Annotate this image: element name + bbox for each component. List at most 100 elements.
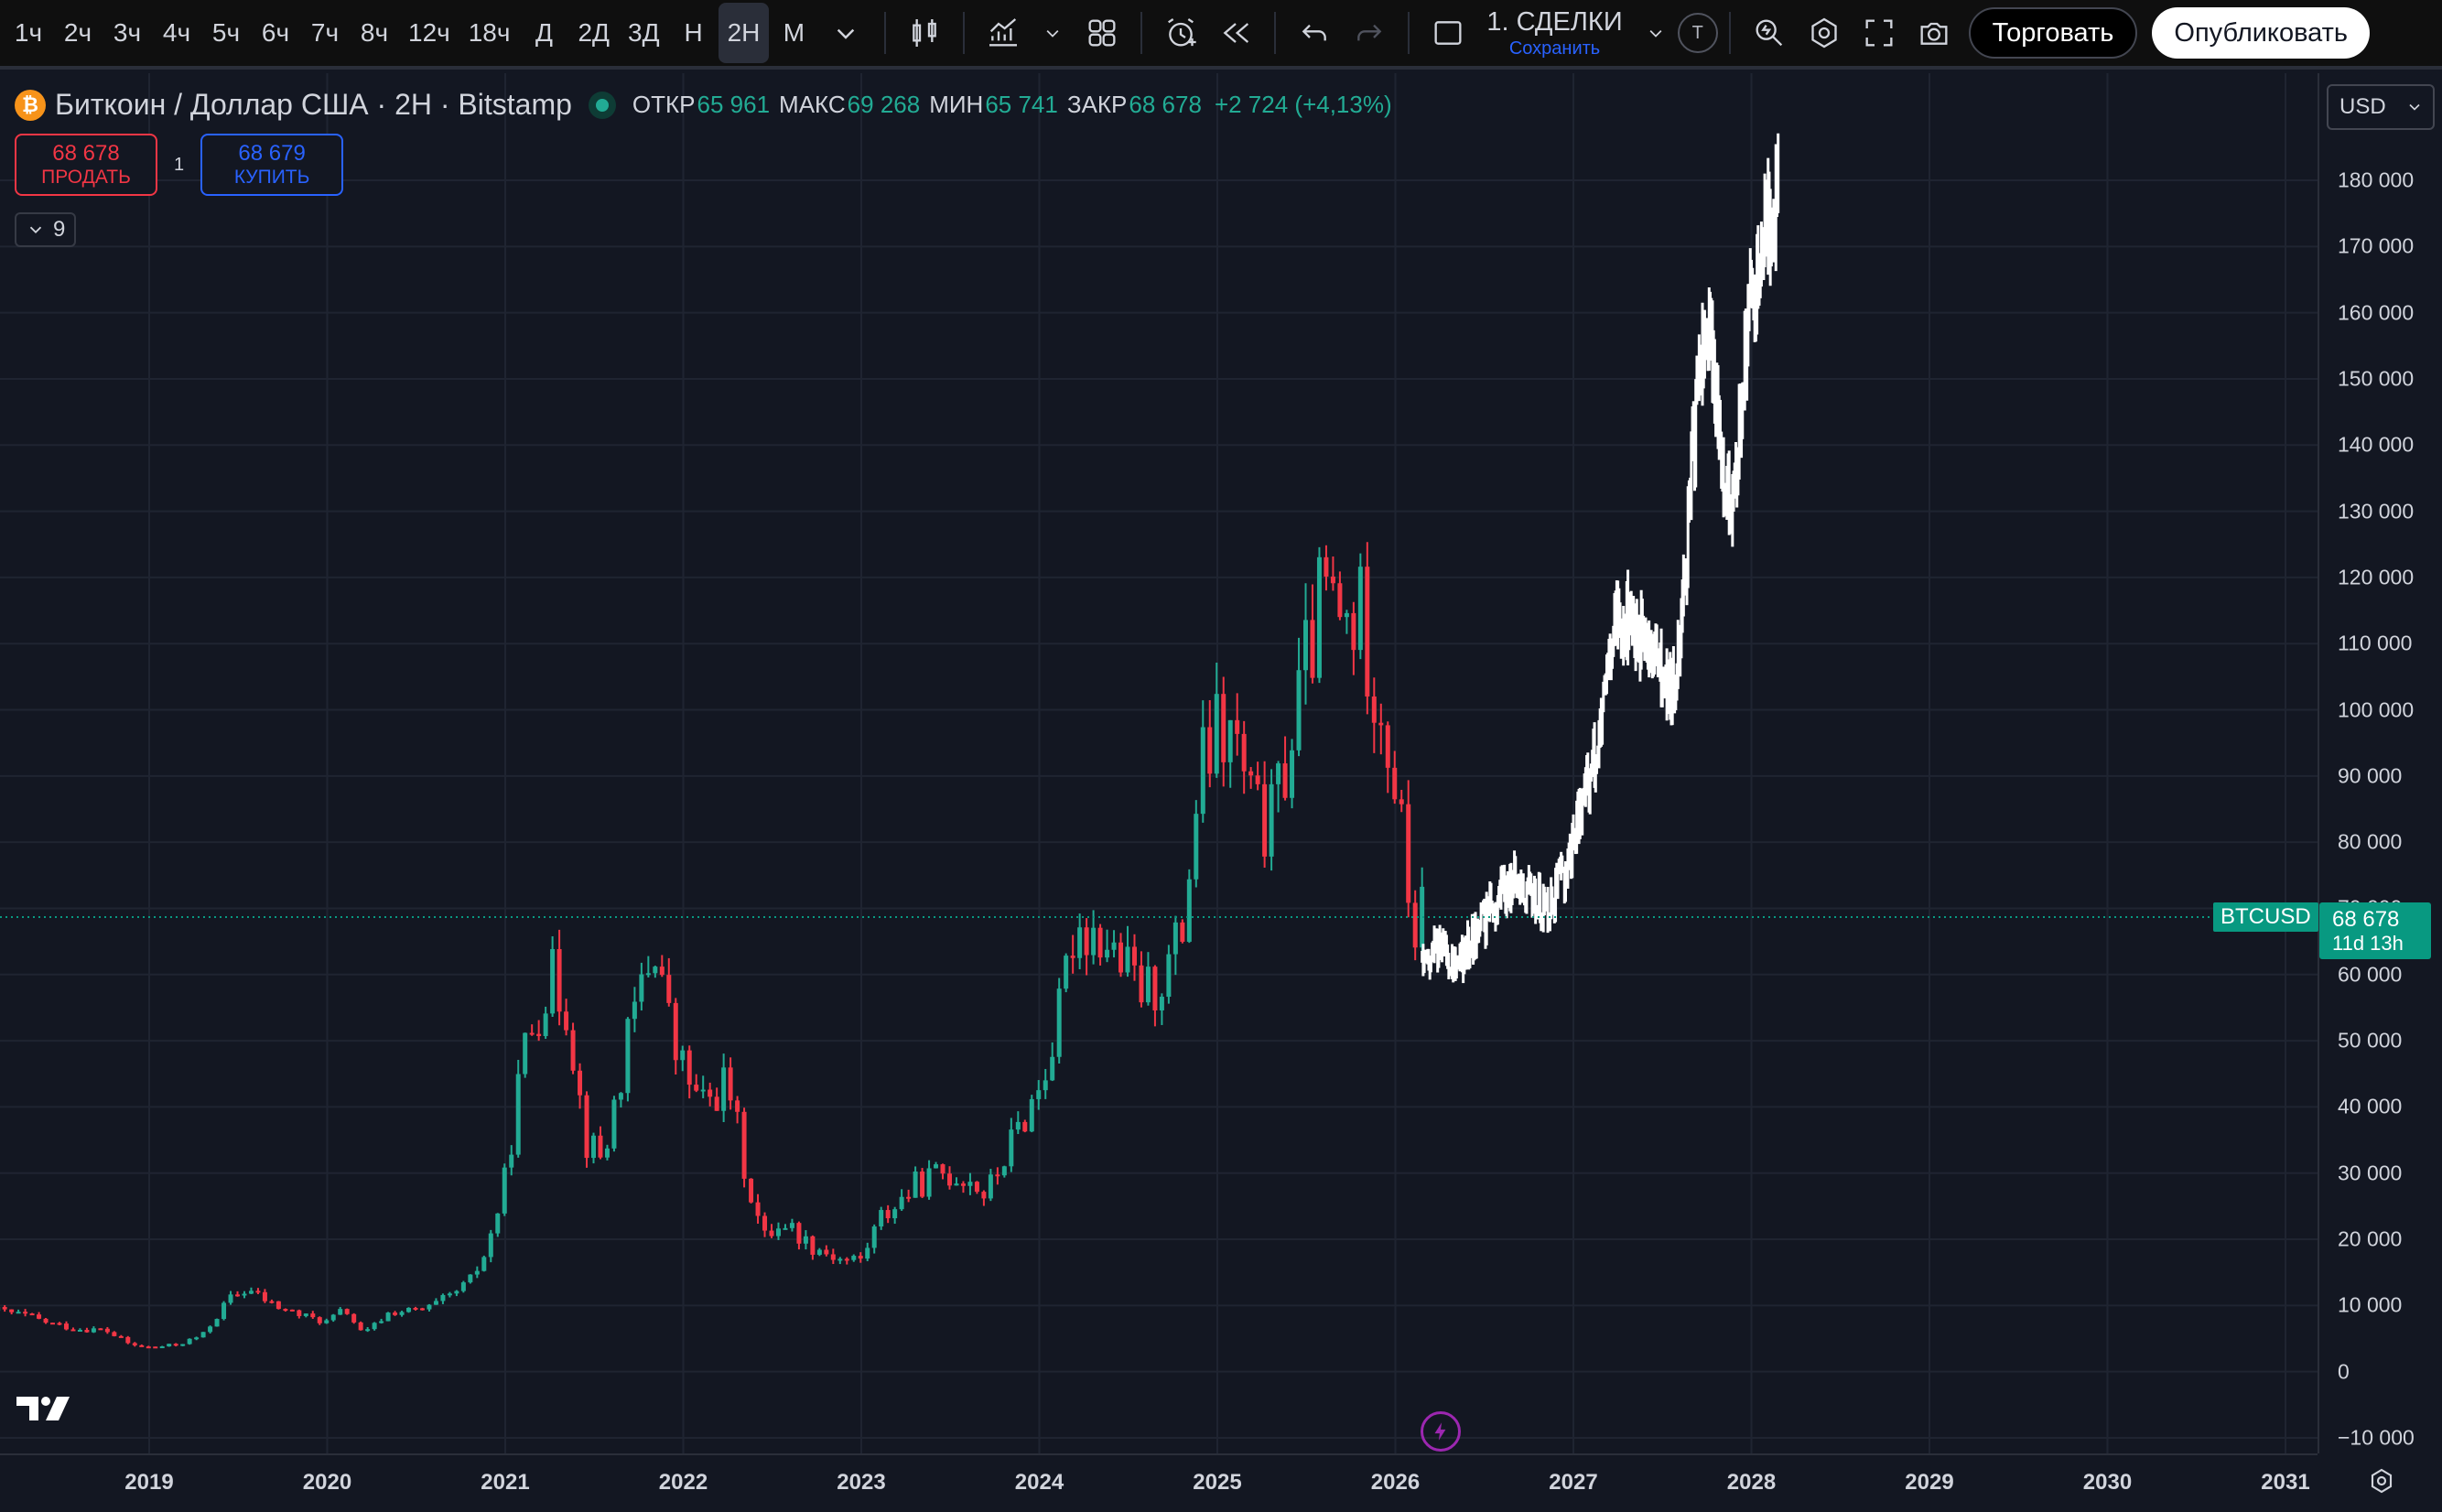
- fullscreen-button[interactable]: [1852, 3, 1907, 63]
- candle-body: [488, 1233, 493, 1258]
- timeframe-button[interactable]: 2Д: [578, 18, 610, 47]
- quick-search-button[interactable]: [1742, 3, 1797, 63]
- timeframe-button[interactable]: 3Д: [628, 18, 660, 47]
- candle-body: [570, 1030, 576, 1071]
- layout-dropdown[interactable]: [1634, 3, 1678, 63]
- timeframe-button[interactable]: Н: [684, 18, 703, 47]
- avatar[interactable]: T: [1677, 13, 1718, 53]
- price-tick-label: −10 000: [2338, 1425, 2415, 1450]
- candle-body: [1378, 722, 1384, 726]
- tradingview-logo[interactable]: [16, 1395, 73, 1427]
- candle-body: [816, 1249, 822, 1255]
- replay-button[interactable]: [1208, 3, 1263, 63]
- candle-body: [775, 1228, 781, 1237]
- time-tick-label: 2020: [302, 1470, 352, 1495]
- trade-button[interactable]: Торговать: [1968, 7, 2138, 59]
- symbol-title[interactable]: Биткоин / Доллар США · 2Н · Bitstamp: [55, 88, 572, 121]
- redo-button[interactable]: [1342, 3, 1397, 63]
- timeframe-button[interactable]: 2Н: [718, 3, 770, 63]
- candle-body: [460, 1282, 466, 1291]
- timeframe-list: 1ч 2ч 3ч 4ч 5ч 6ч 7ч 8ч 12ч 18ч Д 2Д 3Д Н 2Н М: [0, 0, 818, 66]
- candle-body: [529, 1032, 535, 1035]
- publish-button[interactable]: Опубликовать: [2152, 7, 2371, 59]
- toolbar-separator: [963, 12, 966, 54]
- candle-body: [297, 1310, 302, 1316]
- price-tick-label: 50 000: [2338, 1028, 2403, 1053]
- candle-body: [1207, 727, 1213, 774]
- indicators-button[interactable]: [976, 3, 1031, 63]
- time-axis[interactable]: 2019 2020 2021 2022 2023 2024 2025 2026 2027 2028…: [0, 1453, 2318, 1512]
- chart-pane[interactable]: [0, 73, 2318, 1453]
- timeframe-button[interactable]: 12ч: [408, 18, 450, 47]
- candle-body: [1125, 946, 1130, 973]
- price-tick-label: 30 000: [2338, 1161, 2403, 1185]
- candle-body: [1214, 694, 1219, 774]
- timeframe-button[interactable]: 6ч: [261, 18, 290, 47]
- candle-body: [310, 1313, 316, 1318]
- candle-body: [1118, 942, 1124, 973]
- indicators-collapse-button[interactable]: 9: [15, 212, 77, 247]
- candle-body: [611, 1099, 617, 1149]
- candle-body: [789, 1223, 794, 1228]
- timeframe-button[interactable]: 7ч: [310, 18, 340, 47]
- candle-body: [1385, 725, 1390, 768]
- candle-body: [1131, 946, 1137, 966]
- candle-body: [735, 1100, 740, 1112]
- tradingview-logo-icon: [16, 1397, 70, 1420]
- timeframe-button[interactable]: Д: [535, 18, 553, 47]
- timeframe-button[interactable]: 2ч: [63, 18, 92, 47]
- high-value: 69 268: [847, 91, 921, 118]
- candle-body: [1084, 927, 1089, 956]
- snapshot-button[interactable]: [1907, 3, 1961, 63]
- candle-body: [1330, 576, 1335, 584]
- timeframe-button[interactable]: 3ч: [113, 18, 142, 47]
- timeframe-button[interactable]: М: [783, 18, 805, 47]
- buy-button[interactable]: 68 679 КУПИТЬ: [200, 134, 344, 196]
- candle-body: [892, 1209, 898, 1219]
- price-axis[interactable]: 180 000 170 000 160 000 150 000 140 000 130 0…: [2318, 73, 2442, 1453]
- time-tick-label: 2025: [1193, 1470, 1242, 1495]
- alert-button[interactable]: [1153, 3, 1208, 63]
- candle-body: [1406, 804, 1411, 903]
- layouts-button[interactable]: [1075, 3, 1129, 63]
- currency-select[interactable]: USD: [2327, 84, 2435, 130]
- chart-type-button[interactable]: [897, 3, 952, 63]
- candles-icon: [913, 19, 937, 47]
- gear-icon: [2371, 1468, 2393, 1494]
- price-chart[interactable]: [0, 73, 2318, 1453]
- market-status-icon[interactable]: [588, 91, 616, 119]
- save-link[interactable]: Сохранить: [1508, 38, 1601, 59]
- open-value: 65 961: [697, 91, 771, 118]
- candle-body: [118, 1335, 124, 1338]
- price-tick-label: 40 000: [2338, 1094, 2403, 1118]
- candle-body: [283, 1309, 288, 1312]
- timeframe-button[interactable]: 4ч: [162, 18, 191, 47]
- layout-name-button[interactable]: 1. СДЕЛКИ Сохранить: [1475, 8, 1633, 59]
- candle-body: [604, 1148, 610, 1158]
- candle-body: [1001, 1166, 1007, 1176]
- candle-body: [934, 1164, 939, 1169]
- candle-body: [413, 1307, 418, 1310]
- timeframe-button[interactable]: 18ч: [468, 18, 511, 47]
- candle-body: [1392, 767, 1398, 800]
- timeframe-button[interactable]: 8ч: [360, 18, 389, 47]
- undo-button[interactable]: [1287, 3, 1342, 63]
- candle-body: [714, 1096, 719, 1111]
- axis-settings-button[interactable]: [2363, 1463, 2400, 1499]
- candle-body: [550, 948, 556, 1014]
- candle-body: [1145, 967, 1151, 1003]
- bolt-button[interactable]: [1421, 1411, 1461, 1452]
- candle-body: [214, 1319, 220, 1327]
- close-label: ЗАКР: [1066, 91, 1128, 118]
- settings-button[interactable]: [1797, 3, 1852, 63]
- timeframe-button[interactable]: 5ч: [211, 18, 241, 47]
- timeframe-dropdown[interactable]: [818, 3, 873, 63]
- timeframe-button[interactable]: 1ч: [14, 18, 43, 47]
- indicators-dropdown[interactable]: [1031, 3, 1075, 63]
- sell-button[interactable]: 68 678 ПРОДАТЬ: [15, 134, 157, 196]
- candle-body: [1316, 556, 1322, 678]
- candle-body: [865, 1247, 870, 1259]
- layout-square-button[interactable]: [1421, 3, 1475, 63]
- candle-body: [338, 1309, 343, 1315]
- low-value: 65 741: [985, 91, 1058, 118]
